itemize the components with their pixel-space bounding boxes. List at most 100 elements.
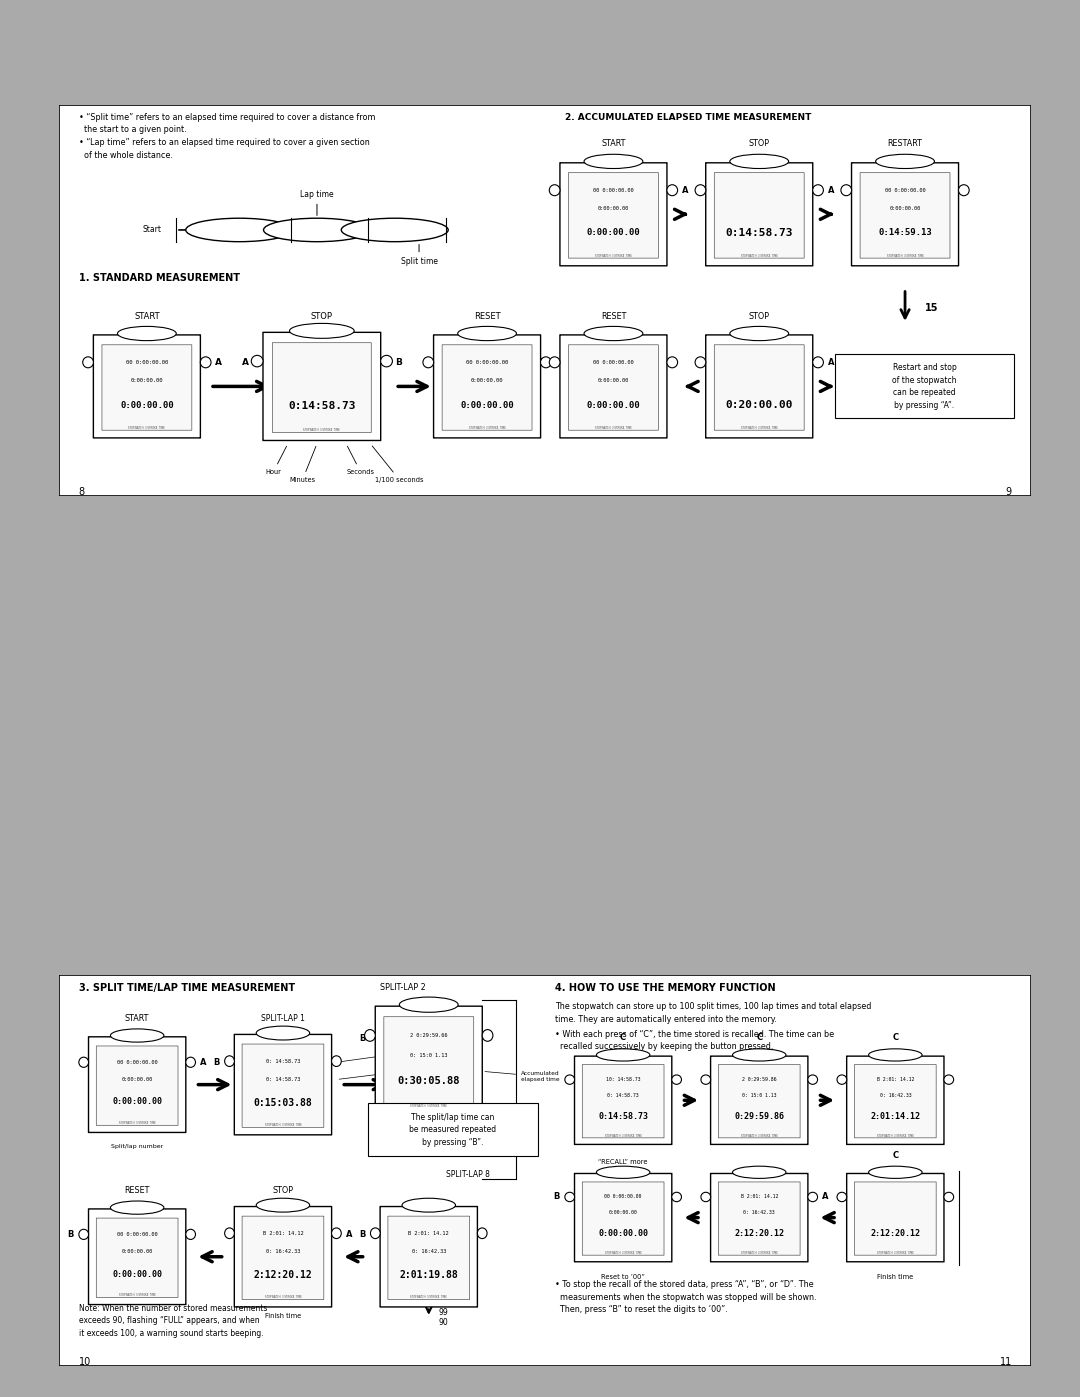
FancyBboxPatch shape [242,1044,324,1127]
Ellipse shape [365,1030,376,1041]
Text: 0:00:00.00: 0:00:00.00 [112,1098,162,1106]
Ellipse shape [256,1199,310,1213]
FancyBboxPatch shape [860,173,950,258]
Text: 10: 14:58.73: 10: 14:58.73 [606,1077,640,1083]
Text: 2 0:29:59.86: 2 0:29:59.86 [742,1077,777,1083]
Text: STOPWATCH  3 STROKE  TIME: STOPWATCH 3 STROKE TIME [595,426,632,430]
Text: 99: 99 [438,1112,448,1122]
Ellipse shape [672,1192,681,1201]
Text: C: C [892,1034,899,1042]
FancyBboxPatch shape [559,163,667,265]
Text: 0: 16:42.33: 0: 16:42.33 [743,1210,775,1215]
Text: 2:01:14.12: 2:01:14.12 [870,1112,920,1120]
FancyBboxPatch shape [388,1217,470,1299]
Text: STOPWATCH  3 STROKE  TIME: STOPWATCH 3 STROKE TIME [410,1104,447,1108]
Text: 2. ACCUMULATED ELAPSED TIME MEASUREMENT: 2. ACCUMULATED ELAPSED TIME MEASUREMENT [565,113,811,122]
Text: 0:29:59.86: 0:29:59.86 [734,1112,784,1120]
FancyBboxPatch shape [575,1173,672,1261]
Ellipse shape [813,356,823,367]
FancyBboxPatch shape [59,105,1031,496]
Text: Finish time: Finish time [877,1274,914,1280]
Ellipse shape [477,1228,487,1239]
FancyBboxPatch shape [711,1173,808,1261]
Ellipse shape [402,1199,456,1213]
Ellipse shape [225,1056,234,1066]
Ellipse shape [701,1192,711,1201]
FancyBboxPatch shape [234,1207,332,1308]
Ellipse shape [944,1192,954,1201]
Text: STOPWATCH  3 STROKE  TIME: STOPWATCH 3 STROKE TIME [265,1295,301,1299]
Text: 10: 10 [79,1358,91,1368]
Text: 0: 14:58.73: 0: 14:58.73 [266,1059,300,1063]
FancyBboxPatch shape [847,1056,944,1144]
Text: 0: 16:42.33: 0: 16:42.33 [411,1249,446,1255]
Ellipse shape [565,1074,575,1084]
Text: STOPWATCH  3 STROKE  TIME: STOPWATCH 3 STROKE TIME [129,426,165,430]
Text: 0:20:00.00: 0:20:00.00 [726,400,793,411]
Text: 0: 15:0 1.13: 0: 15:0 1.13 [742,1092,777,1098]
Text: 0:14:58.73: 0:14:58.73 [288,401,355,411]
Text: B: B [68,1229,73,1239]
Text: 2:12:20.12: 2:12:20.12 [254,1270,312,1280]
Ellipse shape [959,184,969,196]
Ellipse shape [732,1166,786,1179]
FancyBboxPatch shape [714,345,805,430]
Ellipse shape [841,184,852,196]
Text: C: C [620,1034,626,1042]
Text: A: A [215,358,222,367]
Text: 90: 90 [438,1123,448,1132]
Text: STOPWATCH  3 STROKE  TIME: STOPWATCH 3 STROKE TIME [595,254,632,258]
Text: A: A [201,1058,207,1067]
FancyBboxPatch shape [96,1046,178,1126]
Text: 00 0:00:00.00: 00 0:00:00.00 [593,187,634,193]
Text: A: A [827,186,834,194]
Ellipse shape [186,218,293,242]
FancyBboxPatch shape [272,342,372,433]
Text: The stopwatch can store up to 100 split times, 100 lap times and total elapsed
t: The stopwatch can store up to 100 split … [555,1003,872,1024]
Text: Finish time: Finish time [265,1313,301,1319]
FancyBboxPatch shape [711,1056,808,1144]
FancyBboxPatch shape [582,1065,664,1137]
Text: 9: 9 [1005,488,1012,497]
FancyBboxPatch shape [705,335,813,437]
Text: SPLIT-LAP 2: SPLIT-LAP 2 [380,983,426,992]
Ellipse shape [380,355,392,367]
Text: START: START [134,312,160,320]
Text: B: B [360,1229,365,1239]
Text: STOP: STOP [272,1186,294,1194]
Text: A: A [242,358,248,367]
Text: 0:00:00.00: 0:00:00.00 [890,207,920,211]
Ellipse shape [732,1049,786,1062]
Text: C: C [892,1151,899,1160]
Text: RESET: RESET [124,1186,150,1194]
FancyBboxPatch shape [442,345,532,430]
Text: STOPWATCH  3 STROKE  TIME: STOPWATCH 3 STROKE TIME [877,1252,914,1256]
Text: 0:15:03.88: 0:15:03.88 [254,1098,312,1108]
Text: 0:00:00.00: 0:00:00.00 [122,1249,152,1255]
Text: 99: 99 [438,1308,448,1317]
Text: 0: 14:58.73: 0: 14:58.73 [266,1077,300,1081]
Ellipse shape [868,1166,922,1179]
Text: 0:14:58.73: 0:14:58.73 [598,1112,648,1120]
Text: 2:01:19.88: 2:01:19.88 [400,1270,458,1280]
Text: START: START [602,140,625,148]
Ellipse shape [808,1074,818,1084]
Ellipse shape [696,184,706,196]
FancyBboxPatch shape [575,1056,672,1144]
Text: 1. STANDARD MEASUREMENT: 1. STANDARD MEASUREMENT [79,272,240,284]
Text: STOPWATCH  3 STROKE  TIME: STOPWATCH 3 STROKE TIME [469,426,505,430]
Ellipse shape [540,356,551,367]
Text: • To stop the recall of the stored data, press “A”, “B”, or “D”. The
  measureme: • To stop the recall of the stored data,… [555,1280,816,1315]
Text: 0: 16:42.33: 0: 16:42.33 [879,1092,912,1098]
FancyBboxPatch shape [718,1065,800,1137]
Ellipse shape [837,1192,847,1201]
Text: 00 0:00:00.00: 00 0:00:00.00 [885,187,926,193]
Ellipse shape [110,1201,164,1214]
FancyBboxPatch shape [375,1006,483,1116]
Ellipse shape [944,1074,954,1084]
Ellipse shape [730,154,788,169]
Text: 00 0:00:00.00: 00 0:00:00.00 [593,360,634,365]
Ellipse shape [868,1049,922,1062]
Text: Seconds: Seconds [347,446,375,475]
FancyBboxPatch shape [433,335,541,437]
